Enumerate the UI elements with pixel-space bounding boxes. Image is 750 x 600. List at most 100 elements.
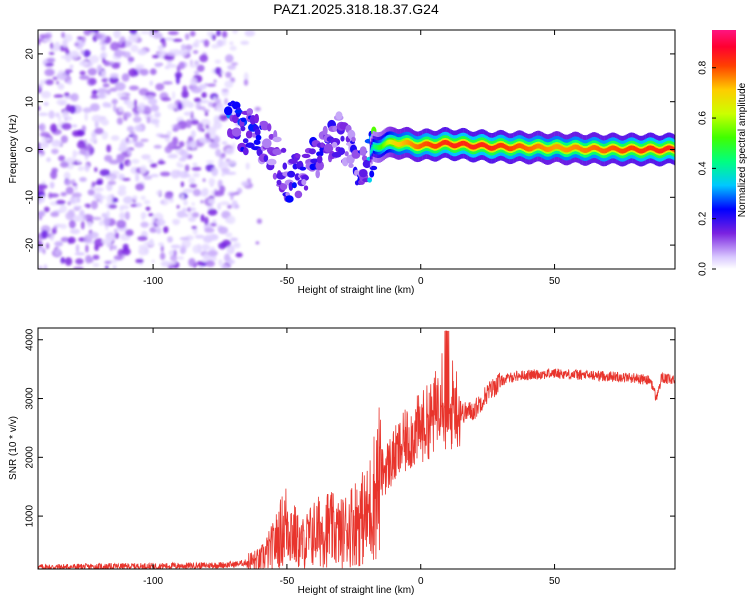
noise-blob: [193, 97, 202, 103]
ridge-blob: [340, 135, 345, 142]
noise-blob: [201, 92, 207, 99]
noise-blob: [130, 44, 139, 53]
noise-blob: [217, 226, 229, 235]
noise-blob: [89, 55, 100, 64]
ridge-cell: [589, 146, 591, 152]
noise-blob: [65, 53, 72, 63]
noise-blob: [160, 200, 165, 205]
noise-blob: [87, 68, 98, 76]
noise-blob: [80, 220, 85, 230]
noise-blob: [46, 58, 56, 63]
noise-blob: [216, 30, 221, 37]
noise-blob: [151, 259, 155, 264]
snr-x-tick-label: -100: [143, 576, 163, 587]
noise-blob: [40, 90, 52, 99]
noise-blob: [235, 252, 243, 258]
ridge-cell: [466, 142, 468, 147]
ridge-cell: [481, 142, 483, 147]
ridge-cell: [482, 142, 484, 148]
noise-blob: [135, 258, 144, 264]
ridge-cell: [404, 140, 407, 145]
ridge-cell: [660, 148, 662, 154]
ridge-cell: [606, 147, 609, 153]
noise-blob: [127, 148, 132, 156]
noise-blob: [168, 261, 177, 265]
ridge-cell: [472, 144, 475, 150]
noise-blob: [188, 212, 193, 217]
ridge-cell: [593, 145, 595, 150]
ridge-cell: [489, 145, 491, 151]
noise-blob: [214, 59, 221, 64]
noise-blob: [74, 42, 79, 47]
ridge-cell: [527, 146, 530, 152]
ridge-cell: [601, 148, 603, 154]
noise-blob: [167, 153, 178, 159]
noise-blob: [69, 197, 78, 205]
noise-blob: [143, 106, 152, 115]
ridge-cell: [557, 144, 559, 149]
noise-blob: [178, 163, 185, 168]
noise-blob: [211, 190, 215, 196]
spectrogram-y-ticks: -20 -10 0 10 20: [25, 48, 675, 252]
noise-blob: [175, 148, 181, 154]
noise-blob: [89, 32, 96, 36]
noise-blob: [60, 161, 69, 168]
noise-blob: [91, 216, 102, 221]
noise-blob: [194, 39, 200, 45]
noise-blob: [42, 248, 46, 255]
noise-blob: [226, 160, 237, 166]
ridge-cell: [493, 145, 495, 151]
ridge-cell: [566, 147, 569, 153]
noise-blob: [216, 103, 225, 113]
ridge-blob: [298, 160, 303, 167]
noise-blob: [92, 262, 100, 268]
noise-blob: [178, 61, 185, 70]
snr-x-tick-label: -50: [280, 576, 295, 587]
noise-blob: [106, 210, 110, 219]
noise-blob: [90, 200, 98, 210]
ridge-cell: [638, 148, 641, 154]
ridge-cell: [440, 141, 443, 146]
ridge-cell: [399, 141, 401, 147]
figure-title: PAZ1.2025.318.18.37.G24: [273, 1, 439, 17]
noise-blob: [180, 99, 191, 108]
noise-blob: [124, 111, 132, 118]
noise-blob: [48, 110, 55, 119]
ridge-cell: [423, 141, 425, 147]
ridge-blob: [316, 155, 323, 164]
ridge-blob: [254, 113, 259, 124]
noise-blob: [143, 175, 153, 180]
ridge-blob: [282, 162, 288, 170]
ridge-blob: [267, 123, 272, 132]
ridge-cell: [406, 139, 408, 145]
ridge-cell: [572, 145, 574, 150]
noise-blob: [232, 142, 236, 150]
ridge-cell: [414, 143, 416, 149]
ridge-blob: [234, 109, 243, 114]
ridge-cell: [502, 143, 504, 149]
noise-blob: [185, 119, 192, 129]
ridge-cell: [412, 143, 415, 148]
noise-blob: [214, 135, 221, 144]
noise-blob: [180, 193, 185, 202]
ridge-blob: [240, 126, 246, 132]
noise-blob: [135, 173, 140, 182]
snr-x-tick-label: 0: [418, 576, 424, 587]
ridge-cell: [562, 146, 565, 152]
noise-blob: [149, 227, 156, 233]
spectrogram-y-tick-label: 10: [25, 96, 36, 108]
noise-blob: [182, 207, 187, 213]
ridge-cell: [652, 146, 654, 151]
noise-blob: [206, 126, 217, 135]
ridge-blob: [351, 136, 356, 143]
ridge-cell: [558, 144, 561, 150]
noise-blob: [188, 258, 196, 267]
ridge-blob: [280, 147, 287, 153]
noise-blob: [169, 49, 180, 54]
noise-blob: [111, 98, 118, 105]
ridge-blob: [262, 138, 272, 149]
ridge-cell: [653, 146, 656, 152]
ridge-cell: [590, 145, 593, 151]
ridge-cell: [387, 139, 389, 145]
noise-blob: [89, 150, 93, 156]
